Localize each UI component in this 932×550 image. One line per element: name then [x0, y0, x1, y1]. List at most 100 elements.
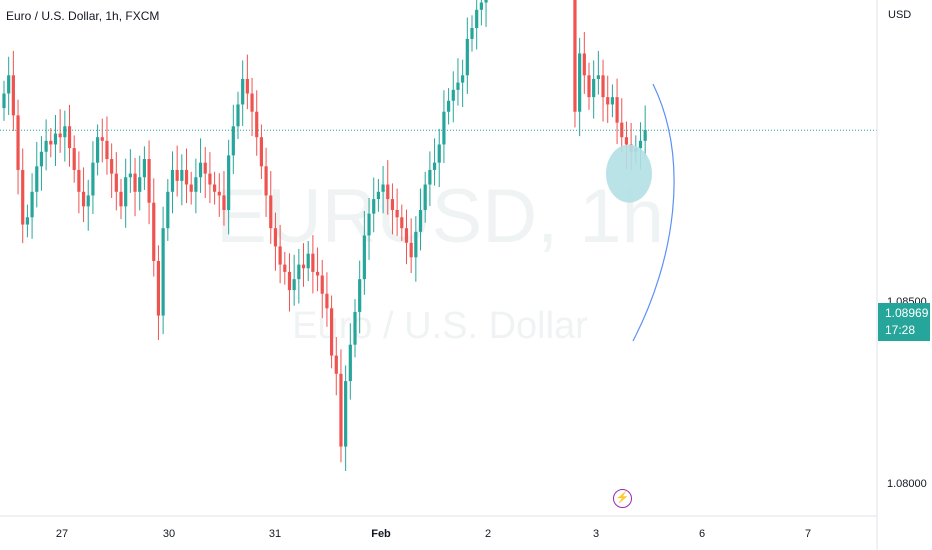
time-tick-label: 30: [163, 528, 175, 540]
candle-body: [301, 264, 306, 269]
candle-body: [470, 28, 474, 39]
candle-body: [119, 191, 123, 207]
candle-body: [451, 89, 455, 101]
candle-body: [386, 184, 390, 200]
candle-body: [344, 381, 348, 447]
candle-body: [124, 177, 128, 207]
candle-body: [606, 97, 610, 105]
candle-body: [11, 75, 15, 116]
demand-circle: [606, 144, 652, 203]
candle-body: [461, 75, 465, 83]
candle-body: [180, 169, 184, 181]
time-tick-label: 2: [485, 528, 491, 540]
candle-body: [255, 111, 259, 138]
candle-body: [222, 195, 226, 210]
candle-body: [91, 162, 95, 196]
candle-body: [390, 199, 395, 210]
candle-body: [330, 308, 334, 356]
candle-body: [259, 137, 263, 167]
candle-body: [2, 93, 6, 109]
candle-body: [283, 264, 287, 272]
candle-body: [67, 126, 72, 149]
candle-body: [292, 279, 296, 291]
candle-body: [198, 162, 203, 178]
candle-body: [367, 213, 371, 236]
candle-body: [311, 253, 315, 272]
candle-body: [184, 169, 189, 185]
candle-body: [372, 199, 376, 214]
candle-body: [638, 140, 643, 149]
candle-body: [35, 166, 39, 192]
candle-body: [96, 137, 100, 163]
candle-body: [189, 184, 193, 192]
candle-body: [245, 78, 249, 94]
time-tick-label: 6: [699, 528, 705, 540]
candle-body: [484, 0, 488, 3]
candle-body: [358, 279, 362, 312]
candle-body: [447, 100, 451, 112]
candle-body: [437, 144, 441, 163]
time-axis[interactable]: 27 30 31 Feb 2 3 6 7: [56, 528, 811, 540]
candle-body: [217, 191, 221, 196]
time-tick-label: 27: [56, 528, 68, 540]
candle-body: [414, 231, 418, 258]
candle-body: [100, 137, 104, 141]
candle-body: [170, 169, 175, 192]
bar-countdown: 17:28: [885, 323, 916, 337]
candle-body: [77, 169, 81, 192]
candle-body: [615, 97, 619, 123]
candle-body: [643, 129, 647, 141]
watermark: EURUSD, 1h Euro / U.S. Dollar: [216, 174, 664, 347]
candle-body: [213, 184, 217, 192]
candle-body: [362, 235, 366, 280]
candle-body: [601, 75, 605, 98]
candle-body: [418, 210, 423, 232]
candle-body: [578, 53, 582, 112]
candle-body: [573, 0, 577, 112]
candle-body: [133, 173, 137, 192]
overlays: [0, 83, 877, 342]
time-tick-label: 31: [269, 528, 281, 540]
candle-body: [72, 148, 76, 170]
candle-body: [236, 104, 240, 127]
candle-body: [287, 271, 292, 291]
candle-body: [166, 191, 170, 229]
candle-body: [241, 78, 245, 105]
candle-body: [53, 133, 58, 145]
watermark-ticker: EURUSD, 1h: [216, 174, 664, 259]
candle-body: [409, 242, 413, 258]
currency-label: USD: [888, 9, 912, 21]
candle-body: [231, 126, 235, 156]
candle-body: [105, 140, 109, 160]
candle-body: [297, 264, 301, 280]
candle-body: [81, 191, 86, 207]
candle-body: [273, 228, 278, 247]
candle-body: [161, 228, 165, 316]
candle-body: [479, 2, 483, 10]
symbol-title[interactable]: Euro / U.S. Dollar, 1h, FXCM: [6, 9, 160, 23]
candle-body: [49, 140, 53, 145]
candle-body: [334, 355, 338, 374]
candle-body: [395, 210, 399, 218]
last-price-value: 1.08969: [885, 306, 929, 320]
candle-body: [147, 159, 151, 203]
candle-body: [353, 311, 357, 345]
candle-body: [264, 166, 268, 196]
candle-body: [58, 133, 62, 138]
candle-body: [592, 78, 596, 98]
candle-body: [152, 202, 156, 261]
candle-body: [39, 151, 44, 167]
lightning-icon[interactable]: ⚡: [613, 489, 632, 508]
candle-body: [582, 53, 586, 76]
candle-body: [432, 162, 437, 170]
watermark-name: Euro / U.S. Dollar: [292, 305, 588, 347]
candle-body: [400, 217, 404, 229]
candle-body: [381, 184, 385, 192]
candle-body: [25, 217, 29, 225]
candle-body: [30, 191, 34, 218]
candle-body: [156, 260, 161, 316]
